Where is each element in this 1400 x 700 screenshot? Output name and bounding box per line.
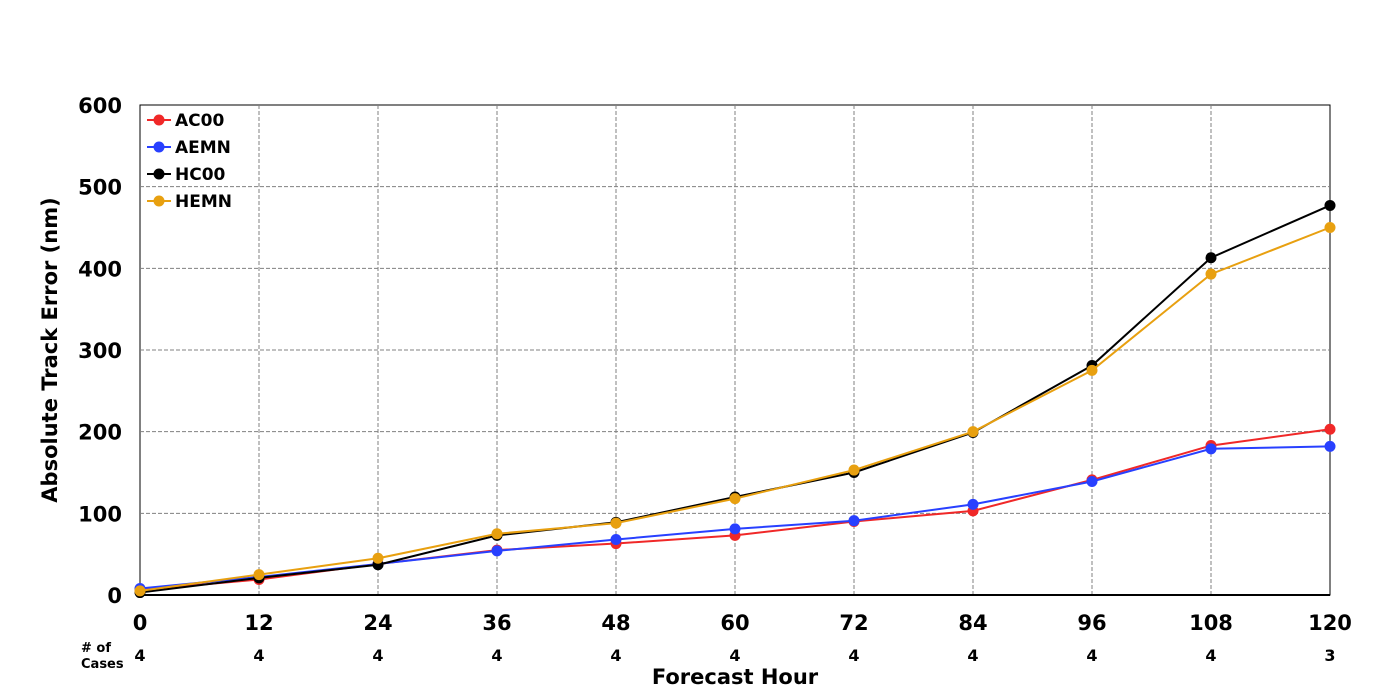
cases-label-line2: Cases bbox=[81, 657, 124, 672]
x-tick-label: 120 bbox=[1308, 611, 1352, 635]
case-count-label: 4 bbox=[967, 646, 978, 665]
y-tick-label: 600 bbox=[78, 94, 122, 118]
series-point-hemn bbox=[372, 552, 384, 564]
case-count-label: 3 bbox=[1324, 646, 1335, 665]
series-point-hemn bbox=[1205, 268, 1217, 280]
y-tick-label: 300 bbox=[78, 339, 122, 363]
case-count-label: 4 bbox=[729, 646, 740, 665]
series-point-aemn bbox=[729, 523, 741, 535]
legend-marker-aemn bbox=[153, 141, 165, 153]
case-count-label: 4 bbox=[253, 646, 264, 665]
series-point-hemn bbox=[848, 464, 860, 476]
series-point-hemn bbox=[1086, 364, 1098, 376]
series-point-hc00 bbox=[1205, 252, 1217, 264]
series-point-aemn bbox=[967, 498, 979, 510]
series-point-aemn bbox=[1205, 443, 1217, 455]
series-point-aemn bbox=[610, 533, 622, 545]
x-tick-label: 24 bbox=[363, 611, 392, 635]
y-tick-label: 100 bbox=[78, 502, 122, 526]
legend-marker-ac00 bbox=[153, 114, 165, 126]
series-point-aemn bbox=[1086, 475, 1098, 487]
series-point-aemn bbox=[491, 545, 503, 557]
x-tick-label: 96 bbox=[1077, 611, 1106, 635]
series-point-hemn bbox=[253, 569, 265, 581]
x-tick-label: 72 bbox=[839, 611, 868, 635]
legend-label: HC00 bbox=[175, 165, 226, 185]
legend-label: AC00 bbox=[175, 111, 224, 131]
y-tick-label: 0 bbox=[107, 584, 122, 608]
series-point-hc00 bbox=[1324, 199, 1336, 211]
x-tick-label: 48 bbox=[601, 611, 630, 635]
series-point-hemn bbox=[967, 426, 979, 438]
y-tick-label: 400 bbox=[78, 257, 122, 281]
case-count-label: 4 bbox=[134, 646, 145, 665]
cases-label-line1: # of bbox=[81, 641, 111, 656]
x-tick-label: 108 bbox=[1189, 611, 1233, 635]
x-tick-label: 36 bbox=[482, 611, 511, 635]
series-point-aemn bbox=[848, 515, 860, 527]
legend-label: HEMN bbox=[175, 192, 232, 212]
series-point-ac00 bbox=[1324, 423, 1336, 435]
x-axis-title: Forecast Hour bbox=[652, 665, 819, 689]
series-point-hemn bbox=[610, 517, 622, 529]
y-axis-title: Absolute Track Error (nm) bbox=[38, 197, 62, 502]
legend-marker-hc00 bbox=[153, 168, 165, 180]
x-tick-label: 0 bbox=[133, 611, 148, 635]
y-tick-label: 500 bbox=[78, 176, 122, 200]
series-point-hemn bbox=[1324, 222, 1336, 233]
case-count-label: 4 bbox=[1205, 646, 1216, 665]
series-point-hemn bbox=[491, 528, 503, 540]
series-point-aemn bbox=[1324, 440, 1336, 452]
case-count-label: 4 bbox=[372, 646, 383, 665]
x-tick-label: 12 bbox=[244, 611, 273, 635]
case-count-label: 4 bbox=[848, 646, 859, 665]
legend-marker-hemn bbox=[153, 195, 165, 207]
case-count-label: 4 bbox=[491, 646, 502, 665]
x-tick-label: 60 bbox=[720, 611, 749, 635]
series-point-hemn bbox=[729, 493, 741, 505]
x-tick-label: 84 bbox=[958, 611, 987, 635]
y-tick-label: 200 bbox=[78, 421, 122, 445]
case-count-label: 4 bbox=[610, 646, 621, 665]
series-point-hemn bbox=[134, 585, 146, 597]
case-count-label: 4 bbox=[1086, 646, 1097, 665]
legend-label: AEMN bbox=[175, 138, 231, 158]
